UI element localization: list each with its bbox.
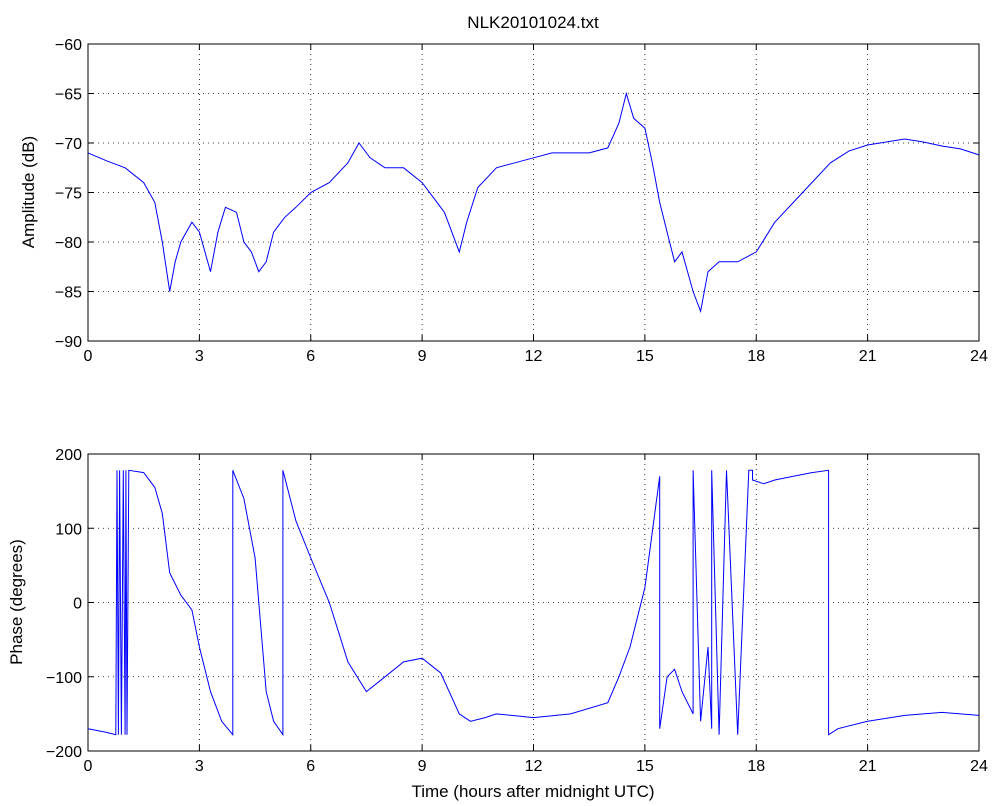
amplitude-x-tick-label: 24 (970, 348, 988, 365)
phase-y-tick-label: −200 (46, 744, 82, 761)
phase-x-tick-label: 3 (195, 758, 204, 775)
phase-x-tick-label: 0 (84, 758, 93, 775)
phase-y-axis-label: Phase (degrees) (7, 539, 26, 665)
phase-y-tick-label: −100 (46, 670, 82, 687)
phase-x-tick-label: 12 (525, 758, 543, 775)
amplitude-series-line (87, 91, 980, 314)
amplitude-y-tick-label: −85 (55, 285, 82, 302)
phase-plot: 0 3 6 9 12 15 18 21 24 −200 −100 0 100 200 Time (hour… (7, 447, 988, 801)
amplitude-y-tick-label: −80 (55, 235, 82, 252)
amplitude-x-tick-label: 18 (747, 348, 765, 365)
phase-x-axis-label: Time (hours after midnight UTC) (411, 782, 654, 801)
phase-grid (88, 454, 979, 751)
amplitude-x-tick-label: 0 (84, 348, 93, 365)
phase-ticks: 0 3 6 9 12 15 18 21 24 −200 −100 0 100 200 (46, 447, 988, 775)
amplitude-y-axis-label: Amplitude (dB) (19, 136, 38, 248)
phase-y-tick-label: 100 (55, 521, 82, 538)
phase-x-tick-label: 21 (859, 758, 877, 775)
amplitude-y-tick-label: −75 (55, 186, 82, 203)
phase-x-tick-label: 6 (306, 758, 315, 775)
amplitude-x-tick-label: 3 (195, 348, 204, 365)
phase-y-tick-label: 200 (55, 447, 82, 464)
amplitude-plot: 0 3 6 9 12 15 18 21 24 −90 −85 −80 −75 −70 −65 −60 NLK2… (19, 13, 988, 365)
phase-y-tick-label: 0 (73, 596, 82, 613)
amplitude-x-tick-label: 21 (859, 348, 877, 365)
phase-x-tick-label: 9 (418, 758, 427, 775)
amplitude-y-tick-label: −70 (55, 136, 82, 153)
amplitude-x-tick-label: 12 (525, 348, 543, 365)
phase-x-tick-label: 18 (747, 758, 765, 775)
chart-title: NLK20101024.txt (467, 13, 599, 32)
amplitude-x-tick-label: 15 (636, 348, 654, 365)
phase-x-tick-label: 15 (636, 758, 654, 775)
amplitude-y-tick-label: −60 (55, 37, 82, 54)
amplitude-y-tick-label: −90 (55, 334, 82, 351)
amplitude-ticks: 0 3 6 9 12 15 18 21 24 −90 −85 −80 −75 −70 −65 −60 (55, 37, 988, 365)
amplitude-y-tick-label: −65 (55, 87, 82, 104)
phase-series-line (87, 469, 980, 737)
amplitude-x-tick-label: 9 (418, 348, 427, 365)
amplitude-x-tick-label: 6 (306, 348, 315, 365)
amplitude-grid (88, 44, 979, 341)
phase-x-tick-label: 24 (970, 758, 988, 775)
